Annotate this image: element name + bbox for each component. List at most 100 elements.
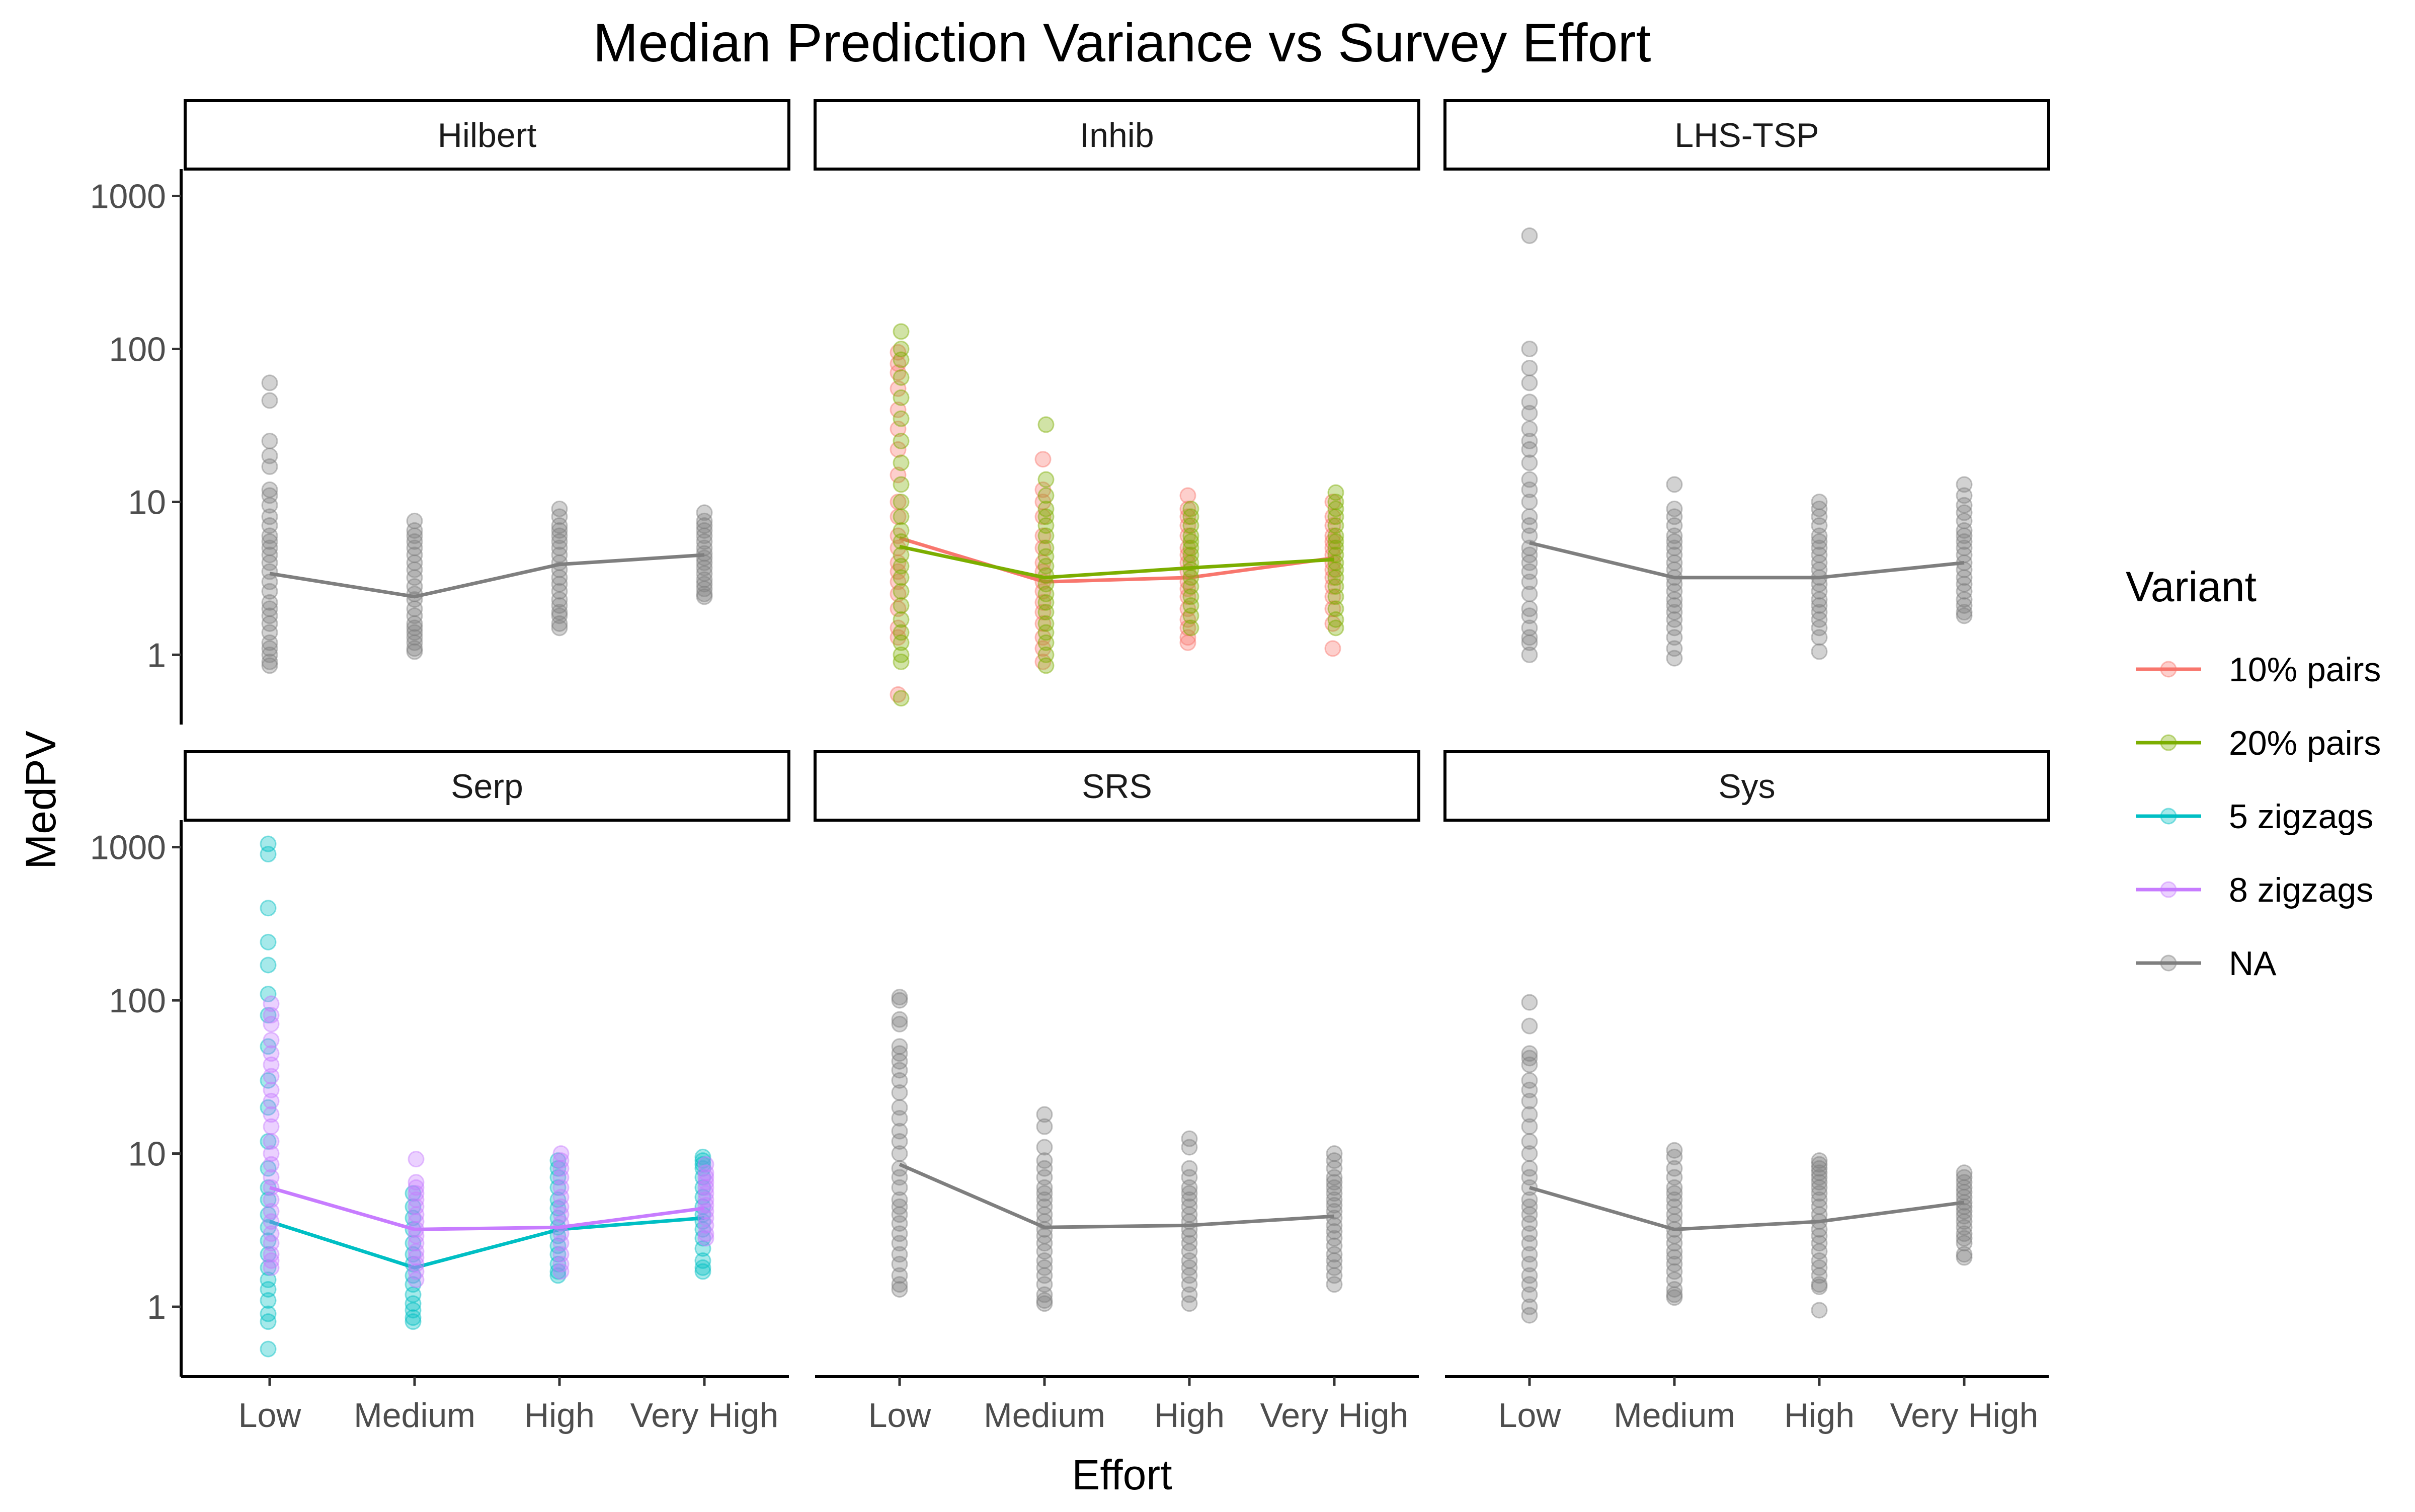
- point-hilbert-na-low-2: [261, 432, 278, 449]
- panel-lhs-tsp: LHS-TSP: [1443, 99, 2050, 667]
- point-inhib-20-pairs-low-4: [893, 389, 910, 406]
- point-inhib-20-pairs-low-20: [893, 634, 910, 651]
- point-srs-na-very-high-7: [1326, 1191, 1343, 1208]
- legend-label-10-pairs: 10% pairs: [2229, 651, 2381, 689]
- point-inhib-20-pairs-medium-17: [1037, 634, 1055, 651]
- point-lhs-tsp-na-high-12: [1811, 583, 1828, 600]
- point-srs-na-low-7: [891, 1062, 908, 1079]
- point-serp-5-zigzags-medium-4: [405, 1235, 422, 1252]
- point-inhib-10-pairs-very-high-5: [1324, 539, 1341, 556]
- point-inhib-10-pairs-very-high-11: [1324, 588, 1341, 605]
- point-srs-na-low-27: [891, 1276, 908, 1293]
- point-lhs-tsp-na-high-18: [1811, 629, 1828, 646]
- point-srs-na-medium-2: [1036, 1139, 1053, 1156]
- median-line-inhib-10-pairs: [899, 536, 1335, 584]
- point-serp-5-zigzags-low-6: [260, 1007, 277, 1024]
- point-hilbert-na-high-18: [551, 619, 568, 636]
- point-serp-8-zigzags-low-20: [263, 1235, 280, 1252]
- point-inhib-20-pairs-medium-18: [1037, 646, 1055, 663]
- point-sys-na-high-4: [1811, 1169, 1828, 1186]
- point-inhib-20-pairs-medium-4: [1037, 508, 1055, 525]
- point-hilbert-na-low-14: [261, 554, 278, 571]
- point-inhib-20-pairs-very-high-10: [1327, 561, 1344, 578]
- point-srs-na-low-23: [891, 1235, 908, 1252]
- point-lhs-tsp-na-low-21: [1521, 585, 1538, 602]
- point-srs-na-medium-8: [1036, 1191, 1053, 1208]
- point-inhib-20-pairs-low-18: [893, 611, 910, 628]
- point-srs-na-low-2: [891, 1011, 908, 1028]
- point-serp-8-zigzags-very-high-10: [697, 1217, 714, 1234]
- point-serp-5-zigzags-medium-12: [405, 1309, 422, 1326]
- point-srs-na-medium-17: [1036, 1259, 1053, 1276]
- point-inhib-10-pairs-high-10: [1179, 580, 1196, 597]
- point-srs-na-very-high-14: [1326, 1237, 1343, 1254]
- strip-serp: [184, 750, 790, 822]
- point-serp-8-zigzags-medium-3: [408, 1185, 425, 1202]
- point-serp-5-zigzags-low-20: [260, 1281, 277, 1298]
- point-serp-8-zigzags-high-0: [552, 1145, 570, 1162]
- point-lhs-tsp-na-very-high-15: [1956, 591, 1973, 608]
- point-lhs-tsp-na-medium-20: [1666, 650, 1683, 667]
- point-hilbert-na-low-21: [261, 615, 278, 632]
- point-serp-8-zigzags-low-16: [263, 1191, 280, 1208]
- point-inhib-10-pairs-high-3: [1179, 517, 1196, 534]
- point-inhib-20-pairs-very-high-4: [1327, 517, 1344, 534]
- strip-label-srs: SRS: [1082, 767, 1152, 806]
- point-lhs-tsp-na-medium-18: [1666, 629, 1683, 646]
- y-tick-label-row-1-100: 100: [109, 330, 166, 368]
- point-inhib-10-pairs-low-4: [890, 401, 907, 418]
- point-sys-na-medium-17: [1666, 1271, 1683, 1289]
- point-lhs-tsp-na-low-18: [1521, 554, 1538, 571]
- point-serp-8-zigzags-low-0: [263, 995, 280, 1012]
- point-hilbert-na-very-high-12: [696, 571, 713, 588]
- point-inhib-20-pairs-very-high-5: [1327, 527, 1344, 544]
- point-srs-na-very-high-13: [1326, 1230, 1343, 1247]
- point-srs-na-medium-14: [1036, 1235, 1053, 1252]
- point-hilbert-na-low-12: [261, 539, 278, 556]
- point-inhib-10-pairs-medium-6: [1034, 554, 1052, 571]
- point-srs-na-high-16: [1181, 1267, 1198, 1284]
- point-serp-8-zigzags-high-6: [552, 1198, 570, 1215]
- point-srs-na-very-high-6: [1326, 1185, 1343, 1202]
- point-inhib-10-pairs-very-high-9: [1324, 569, 1341, 586]
- point-serp-8-zigzags-high-11: [552, 1246, 570, 1263]
- strip-label-inhib: Inhib: [1080, 116, 1154, 154]
- point-srs-na-low-1: [891, 992, 908, 1009]
- median-line-serp-5-zigzags: [269, 1216, 705, 1270]
- point-srs-na-very-high-17: [1326, 1259, 1343, 1276]
- point-lhs-tsp-na-medium-14: [1666, 597, 1683, 614]
- point-inhib-10-pairs-low-14: [890, 573, 907, 590]
- point-serp-8-zigzags-very-high-9: [697, 1210, 714, 1227]
- point-sys-na-high-8: [1811, 1191, 1828, 1208]
- point-lhs-tsp-na-high-0: [1811, 493, 1828, 510]
- point-lhs-tsp-na-low-9: [1521, 454, 1538, 471]
- point-hilbert-na-very-high-4: [696, 527, 713, 544]
- point-inhib-20-pairs-low-17: [893, 597, 910, 614]
- point-inhib-10-pairs-medium-12: [1034, 615, 1052, 632]
- point-sys-na-high-17: [1811, 1259, 1828, 1276]
- point-inhib-10-pairs-very-high-3: [1324, 527, 1341, 544]
- point-lhs-tsp-na-high-4: [1811, 527, 1828, 544]
- point-sys-na-low-12: [1521, 1160, 1538, 1177]
- point-sys-na-very-high-14: [1956, 1235, 1973, 1252]
- point-srs-na-medium-19: [1036, 1276, 1053, 1293]
- point-inhib-20-pairs-very-high-3: [1327, 508, 1344, 525]
- point-srs-na-very-high-0: [1326, 1145, 1343, 1162]
- point-srs-na-low-11: [891, 1109, 908, 1127]
- point-serp-5-zigzags-low-9: [260, 1099, 277, 1116]
- point-srs-na-high-14: [1181, 1252, 1198, 1269]
- point-serp-8-zigzags-medium-11: [408, 1243, 425, 1260]
- point-sys-na-high-13: [1811, 1227, 1828, 1244]
- x-axis-title: Effort: [1072, 1451, 1172, 1498]
- point-serp-8-zigzags-low-21: [263, 1246, 280, 1263]
- point-srs-na-low-18: [891, 1191, 908, 1208]
- point-srs-na-very-high-2: [1326, 1160, 1343, 1177]
- point-sys-na-medium-0: [1666, 1142, 1683, 1159]
- point-srs-na-low-28: [891, 1281, 908, 1298]
- point-hilbert-na-low-18: [261, 594, 278, 611]
- point-lhs-tsp-na-low-7: [1521, 432, 1538, 449]
- point-sys-na-low-25: [1521, 1286, 1538, 1303]
- point-serp-5-zigzags-low-3: [260, 933, 277, 950]
- point-sys-na-low-5: [1521, 1072, 1538, 1089]
- point-inhib-20-pairs-medium-2: [1037, 487, 1055, 504]
